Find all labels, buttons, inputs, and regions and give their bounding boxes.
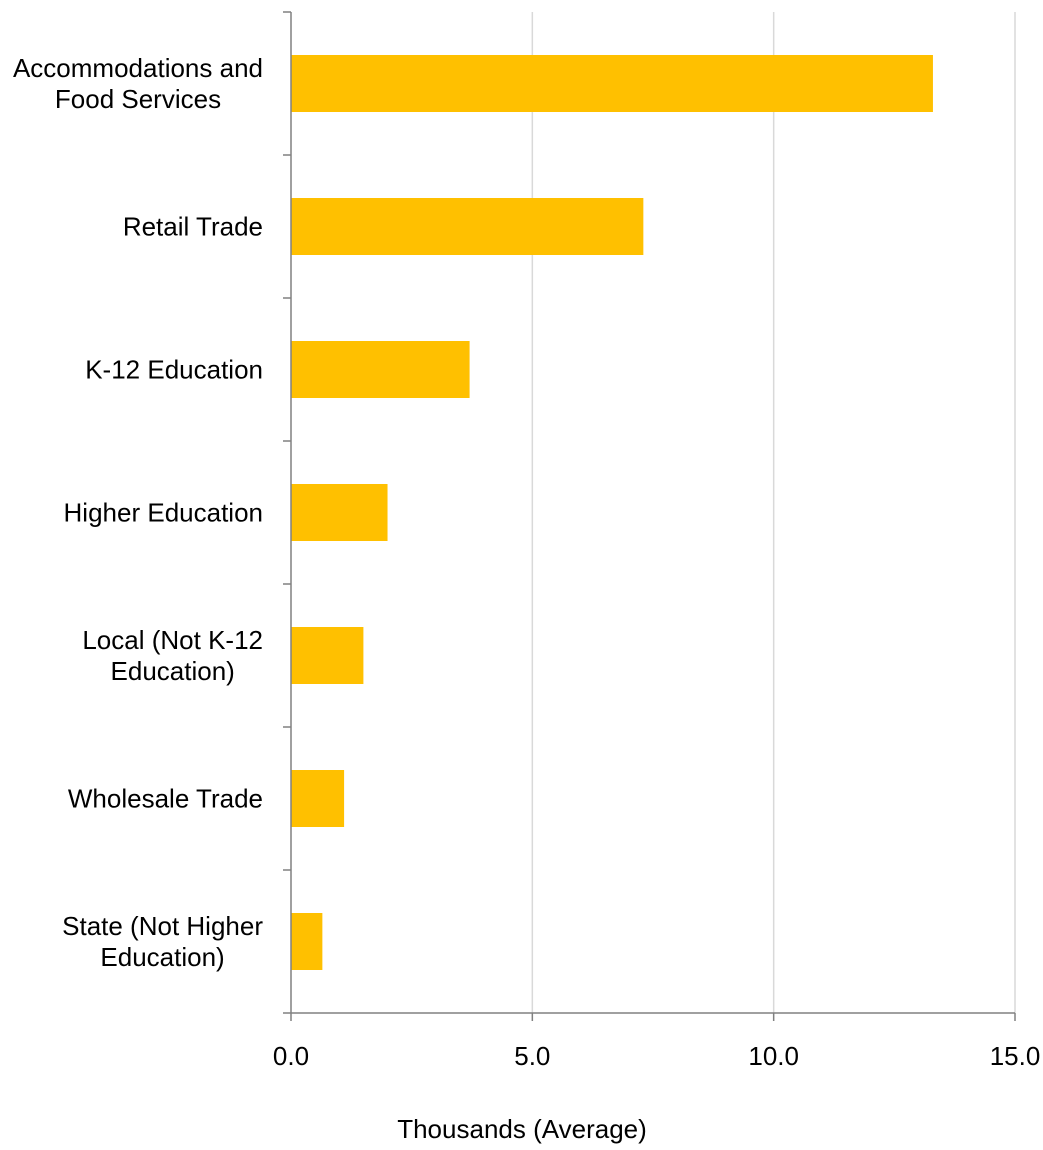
bar-3 (291, 484, 388, 541)
x-tick-label-1: 5.0 (514, 1041, 550, 1071)
bar-1 (291, 198, 644, 255)
x-tick-label-0: 0.0 (273, 1041, 309, 1071)
category-label-3-0: Higher Education (64, 498, 263, 528)
category-label-4-1: Education) (111, 656, 235, 686)
x-tick-label-3: 15.0 (990, 1041, 1041, 1071)
gridlines (531, 12, 1016, 1013)
bar-4 (291, 627, 364, 684)
category-label-6-1: Education) (100, 942, 224, 972)
category-label-0-1: Food Services (55, 84, 221, 114)
category-label-4-0: Local (Not K-12 (82, 625, 263, 655)
bar-6 (291, 913, 323, 970)
category-label-1-0: Retail Trade (123, 212, 263, 242)
category-label-6-0: State (Not Higher (62, 911, 263, 941)
x-axis-title: Thousands (Average) (397, 1114, 647, 1144)
x-tick-label-2: 10.0 (748, 1041, 799, 1071)
x-tick-labels: 0.0 5.0 10.0 15.0 (273, 1041, 1040, 1071)
bars (291, 55, 933, 970)
axes (283, 11, 1016, 1021)
category-label-2-0: K-12 Education (85, 355, 263, 385)
bar-2 (291, 341, 470, 398)
category-label-0-0: Accommodations and (13, 53, 263, 83)
category-label-5-0: Wholesale Trade (68, 784, 263, 814)
bar-5 (291, 770, 345, 827)
bar-0 (291, 55, 933, 112)
